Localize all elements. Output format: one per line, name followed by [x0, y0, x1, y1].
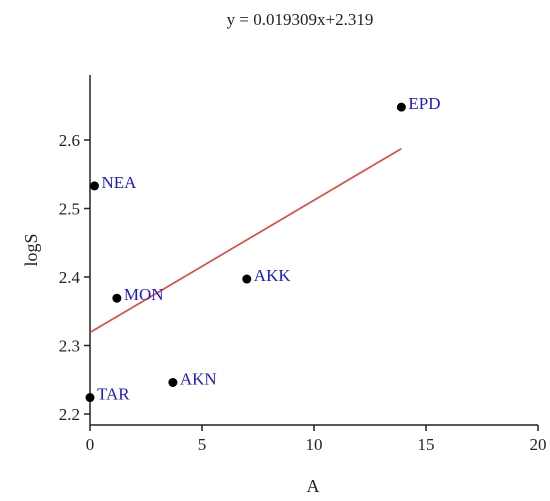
x-tick-label: 10 — [306, 435, 323, 454]
data-point-akn: AKN — [168, 369, 217, 388]
y-tick-label: 2.4 — [59, 268, 81, 287]
data-point-label: EPD — [408, 94, 440, 113]
y-axis-title: logS — [21, 233, 41, 266]
data-point-epd: EPD — [396, 94, 440, 113]
data-point-marker — [396, 102, 406, 112]
x-tick-label: 20 — [530, 435, 547, 454]
data-point-label: MON — [124, 285, 164, 304]
data-point-marker — [112, 293, 122, 303]
y-tick-label: 2.6 — [59, 131, 80, 150]
x-tick-label: 0 — [86, 435, 95, 454]
data-point-tar: TAR — [85, 385, 130, 404]
data-point-marker — [85, 393, 95, 403]
data-point-marker — [242, 274, 252, 284]
x-axis-title: A — [307, 476, 320, 496]
trendline-equation: y = 0.019309x+2.319 — [227, 10, 374, 29]
data-point-mon: MON — [112, 285, 164, 304]
y-tick-label: 2.2 — [59, 405, 80, 424]
data-point-akk: AKK — [242, 266, 291, 285]
data-point-label: TAR — [97, 385, 130, 404]
trendline-group — [89, 147, 402, 334]
data-point-label: NEA — [101, 173, 137, 192]
data-point-nea: NEA — [89, 173, 137, 192]
trendline — [89, 147, 402, 334]
y-tick-label: 2.3 — [59, 337, 80, 356]
data-point-label: AKN — [180, 369, 217, 388]
data-point-label: AKK — [254, 266, 292, 285]
data-point-marker — [168, 377, 178, 387]
data-point-marker — [89, 181, 99, 191]
data-points: TAR NEA MON AKN AKK EPD — [85, 94, 440, 404]
y-tick-label: 2.5 — [59, 200, 80, 219]
axes: 0 5 10 15 20 2.2 2.3 2.4 2.5 2.6 — [59, 75, 547, 454]
x-tick-label: 15 — [418, 435, 435, 454]
x-tick-label: 5 — [198, 435, 207, 454]
